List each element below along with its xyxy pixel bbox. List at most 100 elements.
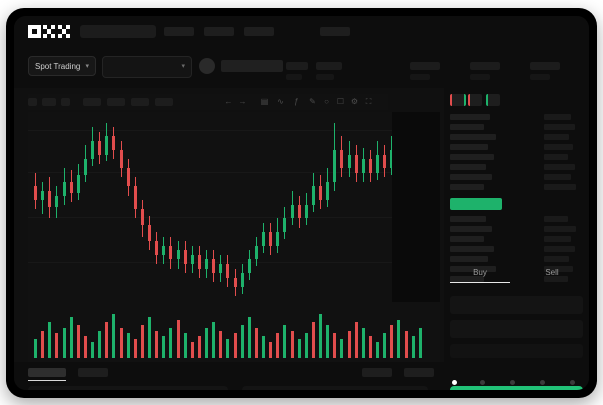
interval-button-6[interactable] [131, 98, 149, 106]
volume-bar [368, 336, 372, 358]
nav-item-1[interactable] [164, 27, 194, 36]
volume-bar [183, 333, 187, 358]
volume-bar [76, 325, 80, 358]
book-asks-icon[interactable] [468, 94, 482, 106]
volume-bar [41, 330, 45, 358]
chart-toolbar: ← → ▤ ∿ ƒ ✎ ○ ☐ ⚙ ⛶ [28, 94, 388, 110]
line-chart-icon[interactable]: ∿ [277, 97, 284, 106]
submit-order-button[interactable] [450, 386, 583, 390]
order-amount-field[interactable] [450, 320, 583, 338]
interval-button-4[interactable] [83, 98, 101, 106]
device-frame: Spot Trading ▾ ▾ [6, 8, 597, 398]
pagination-dot-5[interactable] [570, 380, 575, 385]
order-book-ask-size [544, 134, 570, 140]
volume-bar [48, 322, 52, 358]
volume-bar [148, 316, 152, 358]
pair-select[interactable]: ▾ [102, 56, 192, 78]
order-book-ask-size [544, 124, 575, 130]
interval-button-2[interactable] [42, 98, 56, 106]
volume-bar [169, 327, 173, 358]
candle-body [383, 154, 387, 169]
okx-logo[interactable] [28, 25, 72, 38]
pagination-dot-1[interactable] [452, 380, 457, 385]
order-price-field[interactable] [450, 296, 583, 314]
volume-bar [140, 325, 144, 358]
candle-body [190, 254, 194, 265]
settings-icon[interactable]: ⚙ [350, 97, 359, 106]
bottom-card-1[interactable] [28, 386, 228, 390]
order-book-bid-row[interactable] [450, 256, 488, 262]
stat-last-price [286, 62, 308, 70]
active-tab-underline-bottom [28, 380, 66, 381]
candle-body [212, 259, 216, 274]
order-book-bid-row[interactable] [450, 246, 494, 252]
order-book-bid-row[interactable] [450, 226, 492, 232]
volume-bar [347, 330, 351, 358]
order-book-ask-row[interactable] [450, 154, 494, 160]
price-chart[interactable] [28, 112, 440, 362]
volume-bar [354, 322, 358, 358]
spot-trading-label: Spot Trading [35, 62, 81, 71]
indicator-icon[interactable]: ƒ [294, 97, 299, 106]
order-book-ask-row[interactable] [450, 184, 484, 190]
volume-bar [91, 341, 95, 358]
pagination-dot-2[interactable] [480, 380, 485, 385]
tab-order-history[interactable] [78, 368, 108, 377]
interval-button-1[interactable] [28, 98, 37, 106]
tab-buy[interactable]: Buy [473, 268, 487, 277]
magnet-icon[interactable]: ○ [324, 97, 329, 106]
volume-bar [390, 325, 394, 358]
fullscreen-icon[interactable]: ⛶ [365, 97, 372, 106]
order-book-ask-row[interactable] [450, 124, 484, 130]
candle-body [62, 181, 66, 196]
book-bids-icon[interactable] [486, 94, 500, 106]
candle-body [311, 186, 315, 205]
spot-trading-button[interactable]: Spot Trading ▾ [28, 56, 96, 76]
book-both-icon[interactable] [450, 94, 466, 106]
interval-button-3[interactable] [61, 98, 70, 106]
volume-bar [55, 333, 59, 358]
order-book-ask-row[interactable] [450, 134, 496, 140]
candle-body [297, 204, 301, 219]
order-book-bid-row[interactable] [450, 266, 496, 272]
chevron-down-icon: ▾ [85, 63, 89, 70]
order-total-field[interactable] [450, 344, 583, 358]
stat-24h-change-sub [316, 74, 334, 80]
candle-body [55, 195, 59, 207]
orders-action-1[interactable] [362, 368, 392, 377]
interval-button-7[interactable] [155, 98, 173, 106]
order-book-bid-row[interactable] [450, 236, 484, 242]
candle-body [126, 168, 130, 187]
volume-bar [226, 338, 230, 358]
nav-item-2[interactable] [204, 27, 234, 36]
order-book-bid-row[interactable] [450, 276, 484, 282]
arrow-left-icon[interactable]: ← [224, 97, 233, 106]
order-book-ask-row[interactable] [450, 174, 492, 180]
pagination-dot-3[interactable] [510, 380, 515, 385]
orders-action-2[interactable] [404, 368, 434, 377]
candle-body [183, 250, 187, 265]
interval-button-5[interactable] [107, 98, 125, 106]
order-book-ask-row[interactable] [450, 144, 488, 150]
tab-open-orders[interactable] [28, 368, 66, 377]
nav-item-4[interactable] [320, 27, 350, 36]
candlestick-icon[interactable]: ▤ [260, 97, 269, 106]
candle-body [262, 232, 266, 246]
order-book-ask-row[interactable] [450, 164, 486, 170]
pagination-dot-4[interactable] [540, 380, 545, 385]
camera-icon[interactable]: ☐ [336, 97, 345, 106]
search-input[interactable] [80, 25, 156, 38]
order-book-ask-row[interactable] [450, 114, 490, 120]
order-book-bid-row[interactable] [450, 216, 486, 222]
bottom-card-2[interactable] [242, 386, 428, 390]
volume-bar [290, 330, 294, 358]
candle-body [112, 136, 116, 150]
stat-24h-volume [530, 62, 560, 70]
candle-body [169, 245, 173, 260]
tab-sell[interactable]: Sell [545, 268, 559, 277]
pencil-icon[interactable]: ✎ [309, 97, 316, 106]
market-toolbar: Spot Trading ▾ ▾ [14, 46, 589, 88]
nav-item-3[interactable] [244, 27, 274, 36]
arrow-right-icon[interactable]: → [238, 97, 247, 106]
candle-body [105, 136, 109, 155]
